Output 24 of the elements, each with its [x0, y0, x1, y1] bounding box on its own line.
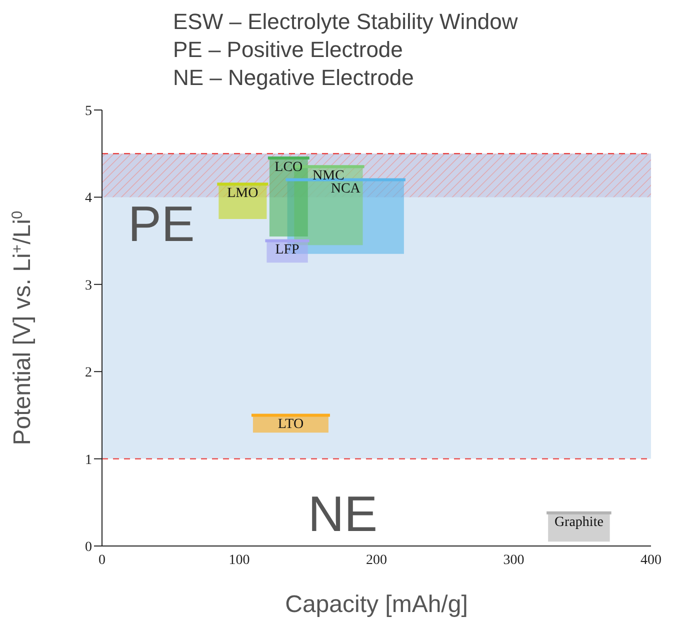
y-tick-label: 2 — [85, 366, 92, 381]
series-label: NMC — [312, 168, 344, 184]
series-label: LMO — [227, 186, 258, 202]
x-tick-label: 200 — [366, 552, 387, 568]
y-tick-label: 3 — [85, 278, 92, 294]
annotation: NE — [308, 486, 378, 542]
text: PE – Positive Electrode — [173, 36, 404, 64]
x-axis-title: Capacity [mAh/g] — [285, 591, 468, 618]
chart-title: ESW – Electrolyte Stability Window — [173, 8, 519, 36]
y-tick-label: 0 — [85, 540, 92, 555]
series-label: LTO — [278, 417, 304, 432]
y-tick-label: 4 — [85, 191, 92, 206]
x-tick-label: 0 — [98, 552, 106, 568]
x-tick-label: 300 — [503, 552, 524, 568]
text: NE – Negative Electrode — [173, 64, 415, 92]
series-label: LCO — [274, 160, 303, 175]
y-tick-label: 1 — [85, 452, 92, 468]
y-tick-label: 5 — [85, 104, 92, 119]
annotation: PE — [128, 196, 195, 252]
x-tick-label: 400 — [640, 552, 662, 568]
x-tick-label: 100 — [228, 552, 250, 568]
series-label: Graphite — [554, 514, 604, 530]
series-label: NCA — [330, 182, 362, 197]
series-label: LFP — [275, 242, 300, 258]
